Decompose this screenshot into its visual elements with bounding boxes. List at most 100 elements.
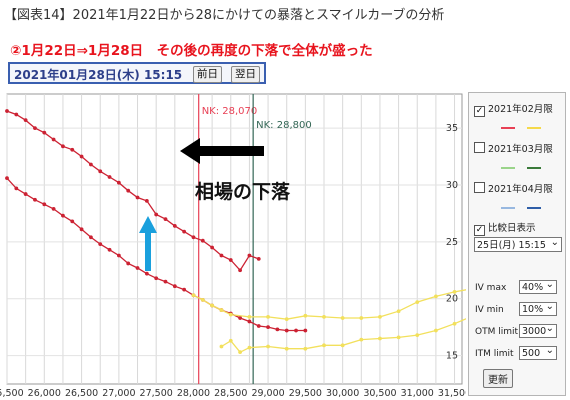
data-point [378, 336, 382, 341]
y-tick-label: 25 [446, 237, 458, 248]
data-point [396, 309, 401, 314]
data-point [116, 180, 121, 185]
data-point [284, 328, 289, 333]
data-point [5, 109, 9, 113]
data-point [396, 335, 401, 340]
checkbox-icon[interactable] [474, 106, 485, 117]
x-tick-label: 31,500 [438, 388, 466, 398]
data-point [266, 325, 270, 330]
data-point [238, 316, 242, 320]
x-tick-label: 28,000 [177, 388, 210, 398]
data-point [154, 212, 159, 217]
data-point [98, 242, 103, 247]
data-point [433, 328, 438, 333]
data-point [256, 257, 261, 261]
data-point [284, 317, 289, 322]
legend-dash [501, 207, 515, 209]
data-point [322, 343, 326, 348]
chart-subtitle: ②1月22日⇒1月28日 その後の再度の下落で全体が盛った [10, 43, 373, 59]
data-point [89, 162, 93, 167]
data-point [191, 235, 196, 240]
contract-label: 2021年04月限 [488, 184, 553, 195]
data-point [135, 266, 140, 270]
otm-limit-label: OTM limit [475, 327, 519, 337]
prev-day-button[interactable]: 前日 [193, 66, 222, 83]
data-point [219, 253, 224, 258]
data-point [42, 130, 47, 135]
y-tick-label: 35 [446, 123, 458, 134]
data-point [135, 195, 140, 200]
contract-label: 2021年02月限 [488, 104, 553, 115]
data-point [322, 315, 326, 319]
data-point [144, 271, 149, 276]
x-tick-label: 30,000 [326, 388, 359, 398]
data-point [228, 258, 233, 262]
data-point [340, 343, 345, 348]
data-point [42, 202, 47, 207]
y-tick-label: 20 [446, 294, 458, 305]
data-point [303, 313, 308, 318]
data-point [247, 315, 252, 319]
data-point [70, 219, 75, 224]
data-point [238, 268, 242, 273]
compare-date-checkbox[interactable]: 比較日表示 [474, 220, 536, 236]
compare-label: 比較日表示 [488, 223, 536, 234]
date-toolbar: 2021年01月28日(木) 15:15 前日 翌日 [8, 62, 266, 84]
update-button[interactable]: 更新 [483, 369, 513, 388]
data-point [238, 350, 242, 355]
legend-dash [527, 127, 541, 129]
contract-feb-checkbox[interactable]: 2021年02月限 [474, 101, 553, 117]
nk-marker-label: NK: 28,070 [202, 106, 258, 117]
data-point [107, 247, 112, 252]
legend-dash [527, 167, 541, 169]
data-point [200, 297, 205, 302]
data-point [378, 315, 382, 319]
data-point [256, 324, 261, 328]
otm-limit-select[interactable]: 3000 [519, 322, 557, 338]
itm-limit-select[interactable]: 500 [519, 344, 557, 360]
data-point [33, 126, 37, 131]
checkbox-icon[interactable] [474, 225, 485, 236]
nk-marker-label: NK: 28,800 [256, 120, 312, 131]
data-point [303, 346, 308, 351]
y-tick-label: 30 [446, 180, 458, 191]
data-point [70, 147, 75, 152]
data-point [359, 316, 364, 320]
data-point [61, 213, 65, 218]
data-point [228, 312, 233, 317]
data-point [247, 319, 252, 324]
iv-max-select[interactable]: 40% [519, 278, 557, 294]
series-lines [5, 109, 466, 355]
iv-min-select[interactable]: 10% [519, 300, 557, 316]
data-point [284, 346, 289, 351]
data-point [200, 238, 205, 243]
compare-date-select[interactable]: 25日(月) 15:15 [474, 235, 562, 252]
contract-mar-checkbox[interactable]: 2021年03月限 [474, 141, 553, 155]
x-tick-label: 26,000 [28, 388, 61, 398]
data-point [294, 328, 298, 333]
data-point [172, 224, 177, 228]
data-point [163, 279, 168, 284]
axis-ticks: 25,500 26,000 26,500 27,000 27,500 28,000 28,5… [0, 123, 466, 398]
data-point [266, 315, 270, 319]
data-point [452, 289, 457, 294]
data-point [79, 227, 84, 232]
data-point [51, 137, 56, 142]
data-point [14, 186, 19, 191]
contract-label: 2021年03月限 [488, 144, 553, 155]
next-day-button[interactable]: 翌日 [231, 66, 260, 83]
contract-apr-checkbox[interactable]: 2021年04月限 [474, 181, 553, 195]
x-tick-label: 29,500 [289, 388, 322, 398]
data-point [210, 245, 215, 250]
data-point [415, 333, 420, 337]
data-point [247, 345, 252, 350]
data-point [247, 253, 252, 258]
data-point [144, 199, 149, 203]
data-point [210, 303, 215, 308]
x-tick-label: 29,000 [251, 388, 284, 398]
legend-dash [501, 167, 515, 169]
data-point [23, 118, 28, 123]
checkbox-icon[interactable] [474, 182, 485, 193]
current-datetime: 2021年01月28日(木) 15:15 [14, 68, 183, 82]
checkbox-icon[interactable] [474, 142, 485, 153]
